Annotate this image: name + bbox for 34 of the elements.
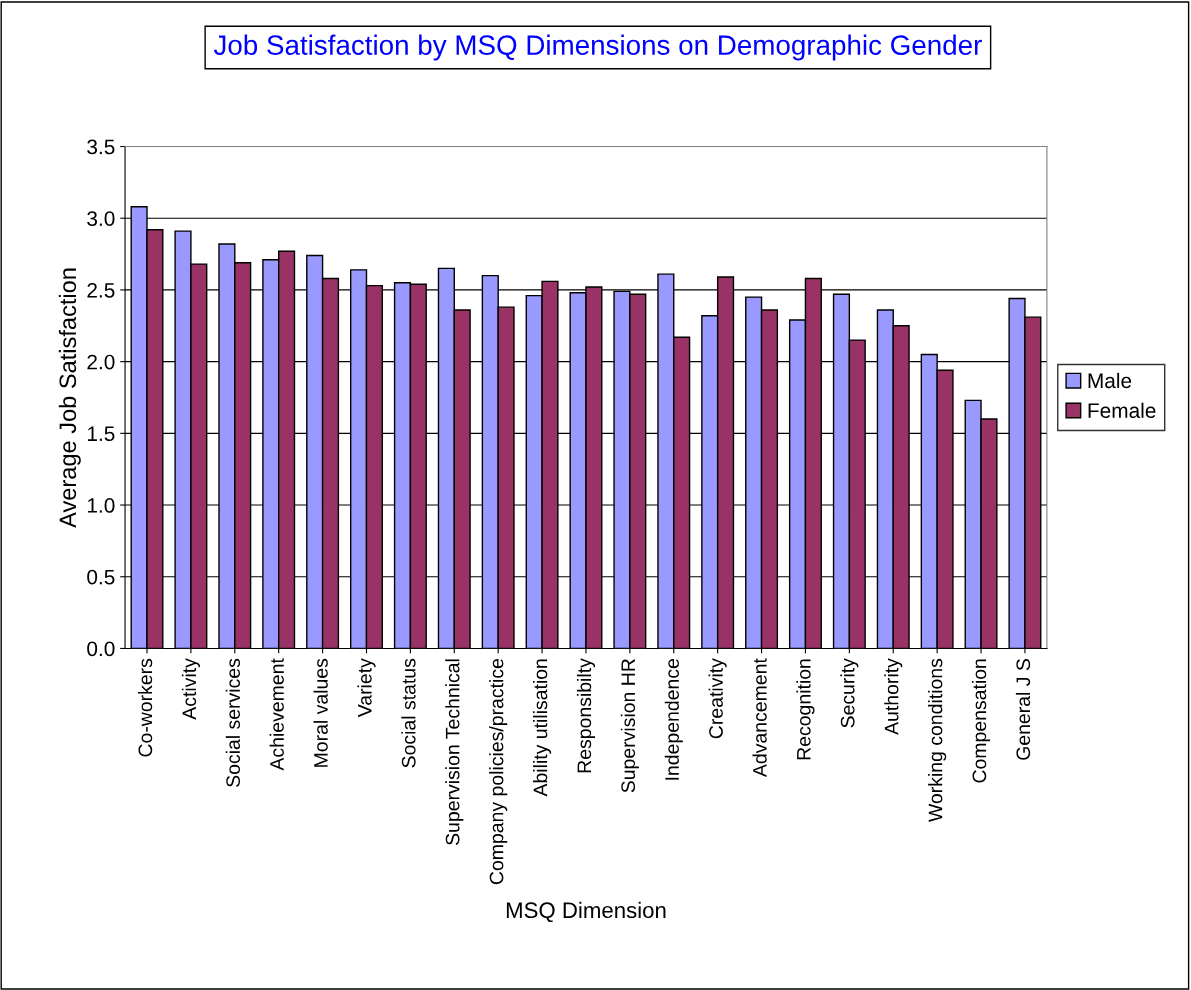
x-tick-label: Working conditions <box>928 658 947 823</box>
x-tick-label: Recognition <box>796 659 815 760</box>
x-tick-label: Moral values <box>313 658 328 767</box>
y-tick-label: 0.0 <box>87 641 115 657</box>
x-tick-label: Security <box>840 658 859 728</box>
y-tick-label: 0.5 <box>87 569 115 585</box>
x-axis-title: MSQ Dimension <box>506 901 666 923</box>
y-tick-label: 2.0 <box>87 354 115 370</box>
x-tick-label: Advancement <box>752 658 767 778</box>
x-tick-label: Creativity <box>708 658 727 739</box>
x-tick-label: Compensation <box>971 659 991 783</box>
y-tick-label: 1.5 <box>87 426 115 442</box>
x-tick-label: Social status <box>401 658 416 768</box>
x-tick-label: Activity <box>181 658 200 720</box>
x-tick-label: Supervision HR <box>620 659 639 793</box>
x-tick-label: Supervision Technical <box>445 659 464 845</box>
chart-title: Job Satisfaction by MSQ Dimensions on Demographic Gender <box>213 34 982 61</box>
x-tick-label: Variety <box>357 658 376 718</box>
x-tick-label: Authority <box>884 658 903 735</box>
y-tick-label: 3.5 <box>87 139 115 155</box>
y-tick-label: 3.0 <box>87 211 115 226</box>
x-tick-label: Independence <box>664 659 683 780</box>
legend-label: Female <box>1088 402 1156 418</box>
x-tick-label: General J S <box>1015 659 1031 760</box>
x-tick-label: Achievement <box>269 658 284 771</box>
y-tick-label: 2.5 <box>87 282 115 298</box>
x-tick-label: Responsibilty <box>576 658 596 773</box>
x-tick-label: Social services <box>225 658 241 787</box>
y-tick-label: 1.0 <box>87 498 115 513</box>
x-tick-label: Ability utilisation <box>533 659 552 797</box>
legend-label: Male <box>1088 372 1132 389</box>
x-tick-label: Company policies/practice <box>489 659 508 885</box>
x-tick-label: Co-workers <box>137 658 153 757</box>
y-axis-title: Average Job Satisfaction <box>58 268 81 528</box>
